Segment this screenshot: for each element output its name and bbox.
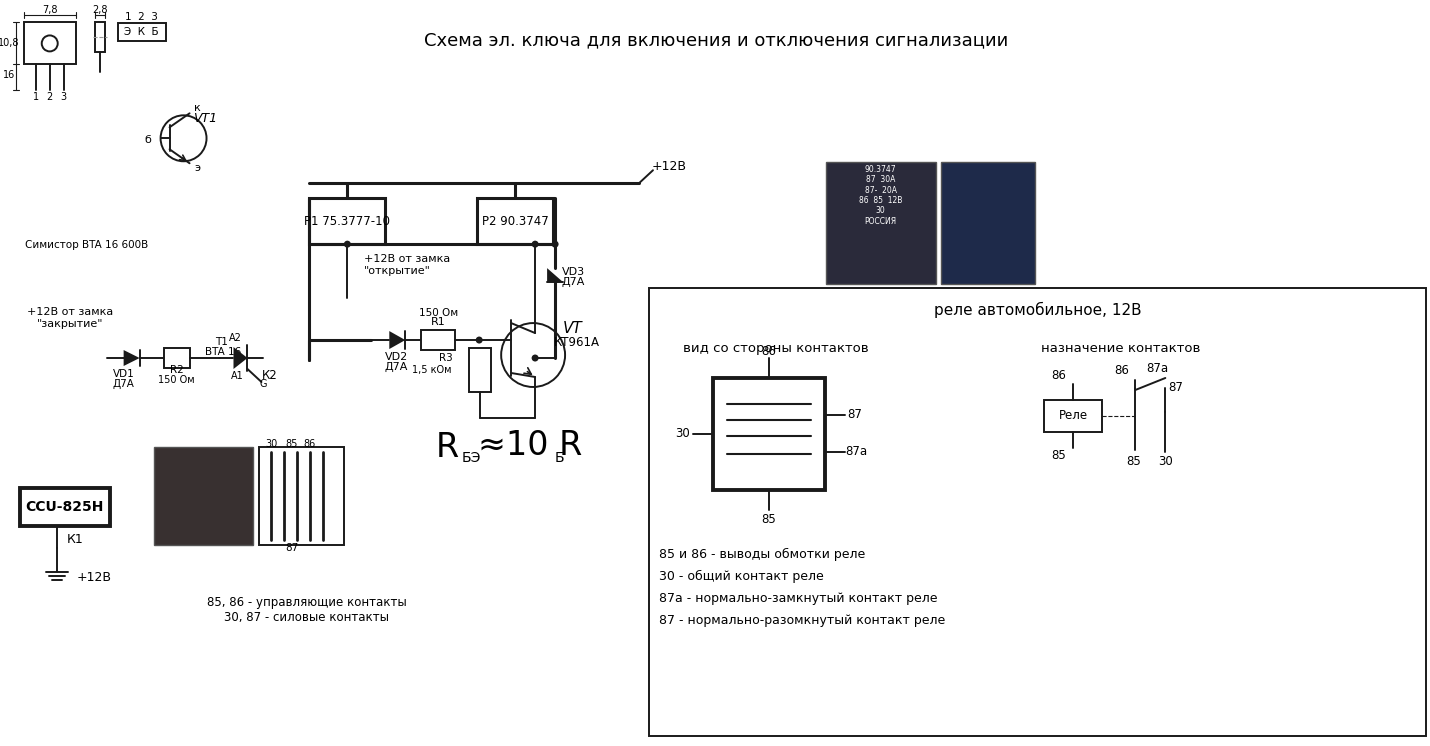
Text: 85, 86 - управляющие контакты: 85, 86 - управляющие контакты <box>206 596 406 609</box>
Text: 30, 87 - силовые контакты: 30, 87 - силовые контакты <box>225 611 389 624</box>
Bar <box>1044 400 1103 432</box>
Text: вид со стороны контактов: вид со стороны контактов <box>684 342 868 354</box>
Text: 87а: 87а <box>1147 362 1168 374</box>
Text: 30: 30 <box>1158 455 1173 468</box>
Bar <box>20 488 110 526</box>
Text: +12В от замка
"открытие": +12В от замка "открытие" <box>365 254 450 276</box>
Bar <box>422 330 455 350</box>
Text: 85: 85 <box>1125 455 1141 468</box>
Text: 90.3747
87  30A
87-  20A
86  85  12B
30
РОССИЯ: 90.3747 87 30A 87- 20A 86 85 12B 30 РОСС… <box>859 165 902 226</box>
Text: VD1: VD1 <box>113 369 134 379</box>
Bar <box>714 378 825 490</box>
Text: 87: 87 <box>1168 381 1183 395</box>
Polygon shape <box>389 331 405 349</box>
Text: 30: 30 <box>266 439 277 449</box>
Text: Схема эл. ключа для включения и отключения сигнализации: Схема эл. ключа для включения и отключен… <box>423 31 1008 49</box>
Text: Реле: Реле <box>1058 410 1088 422</box>
Polygon shape <box>548 268 563 282</box>
Text: Д7А: Д7А <box>113 379 134 389</box>
Bar <box>24 22 76 64</box>
Circle shape <box>532 241 539 248</box>
Text: 85: 85 <box>285 439 297 449</box>
Text: 150 Ом: 150 Ом <box>419 308 458 318</box>
Text: БЭ: БЭ <box>462 451 480 465</box>
Text: +12В: +12В <box>77 571 112 584</box>
Bar <box>649 288 1426 736</box>
Text: К2: К2 <box>262 369 277 383</box>
Text: 10,8: 10,8 <box>0 38 20 48</box>
Text: 30: 30 <box>675 427 691 440</box>
Text: 1: 1 <box>33 93 39 102</box>
Text: +12В: +12В <box>652 160 686 173</box>
Text: P1 75.3777-10: P1 75.3777-10 <box>305 215 390 228</box>
Text: BTA 16: BTA 16 <box>206 347 242 357</box>
Text: R: R <box>436 431 459 465</box>
Text: P2 90.3747: P2 90.3747 <box>482 215 549 228</box>
Text: 87: 87 <box>285 543 297 553</box>
Text: Симистор BTA 16 600B: Симистор BTA 16 600B <box>26 240 149 250</box>
Text: 16: 16 <box>3 70 14 81</box>
Text: назначение контактов: назначение контактов <box>1041 342 1200 354</box>
Text: ≈10 R: ≈10 R <box>478 430 582 463</box>
Text: 86: 86 <box>303 439 316 449</box>
Bar <box>825 163 935 284</box>
Text: Д7А: Д7А <box>562 277 585 287</box>
Text: б: б <box>144 135 152 145</box>
Text: 1,5 кОм: 1,5 кОм <box>412 365 452 375</box>
Text: 7,8: 7,8 <box>41 5 57 16</box>
Text: T1: T1 <box>214 337 227 347</box>
Text: 2: 2 <box>47 93 53 102</box>
Text: 87 - нормально-разомкнутый контакт реле: 87 - нормально-разомкнутый контакт реле <box>659 614 945 627</box>
Bar <box>153 447 253 545</box>
Text: Б: Б <box>555 451 565 465</box>
Text: реле автомобильное, 12В: реле автомобильное, 12В <box>934 302 1141 318</box>
Text: 3: 3 <box>60 93 67 102</box>
Circle shape <box>532 354 539 362</box>
Text: R2: R2 <box>170 365 183 375</box>
Text: G: G <box>260 379 267 389</box>
Text: R3: R3 <box>439 353 453 363</box>
Bar <box>478 198 553 244</box>
Circle shape <box>343 241 350 248</box>
Text: К1: К1 <box>67 533 83 546</box>
Bar <box>309 198 385 244</box>
Bar <box>117 23 166 42</box>
Bar <box>941 163 1035 284</box>
Text: A2: A2 <box>229 333 242 343</box>
Text: 87а: 87а <box>845 445 868 458</box>
Bar <box>469 348 490 392</box>
Text: 86: 86 <box>1051 369 1065 383</box>
Text: 85: 85 <box>761 513 776 527</box>
Text: КТ961А: КТ961А <box>553 336 601 348</box>
Bar <box>259 447 345 545</box>
Polygon shape <box>233 347 247 369</box>
Text: VD2: VD2 <box>385 352 408 362</box>
Text: VT: VT <box>563 321 583 336</box>
Text: A1: A1 <box>232 371 245 381</box>
Circle shape <box>552 241 559 248</box>
Text: 87а - нормально-замкнутый контакт реле: 87а - нормально-замкнутый контакт реле <box>659 592 938 605</box>
Text: R1: R1 <box>430 317 446 327</box>
Bar <box>163 348 190 368</box>
Text: 85: 85 <box>1051 449 1065 463</box>
Text: +12В от замка
"закрытие": +12В от замка "закрытие" <box>27 307 113 329</box>
Text: 30 - общий контакт реле: 30 - общий контакт реле <box>659 570 824 583</box>
Text: ССU-825Н: ССU-825Н <box>26 500 104 514</box>
Text: к: к <box>194 104 202 113</box>
Text: э: э <box>194 163 200 173</box>
Circle shape <box>476 336 483 344</box>
Text: 2,8: 2,8 <box>92 5 107 16</box>
Text: VT1: VT1 <box>193 112 217 125</box>
Text: Д7А: Д7А <box>385 362 408 372</box>
Bar <box>94 22 104 52</box>
Text: 150 Ом: 150 Ом <box>159 375 194 385</box>
Text: 1  2  3: 1 2 3 <box>126 13 159 22</box>
Polygon shape <box>123 350 140 366</box>
Text: 86: 86 <box>1114 363 1128 377</box>
Text: Э  К  Б: Э К Б <box>124 28 159 37</box>
Text: VD3: VD3 <box>562 267 585 277</box>
Text: 87: 87 <box>848 409 862 421</box>
Text: 86: 86 <box>761 345 776 357</box>
Text: 85 и 86 - выводы обмотки реле: 85 и 86 - выводы обмотки реле <box>659 548 865 561</box>
